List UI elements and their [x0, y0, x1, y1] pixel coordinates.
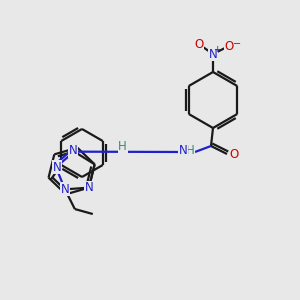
Text: N: N — [208, 47, 217, 61]
Text: −: − — [233, 39, 241, 49]
Text: H: H — [118, 140, 127, 153]
Text: N: N — [69, 144, 78, 157]
Text: O: O — [194, 38, 204, 52]
Text: N: N — [85, 181, 93, 194]
Text: N: N — [52, 160, 61, 174]
Text: +: + — [213, 46, 221, 55]
Text: O: O — [224, 40, 234, 53]
Text: O: O — [230, 148, 238, 160]
Text: H: H — [186, 143, 194, 157]
Text: N: N — [61, 183, 69, 196]
Text: N: N — [178, 145, 188, 158]
